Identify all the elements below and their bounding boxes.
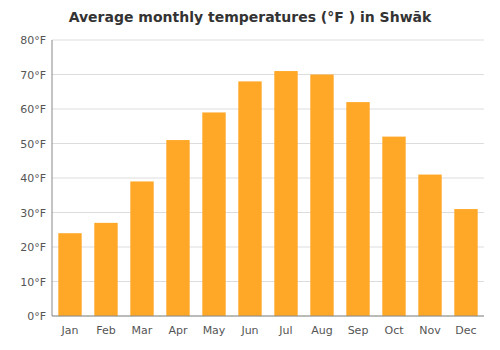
x-tick-label: Feb [96,324,115,337]
x-tick-label: Jan [61,324,79,337]
grid-line [52,143,484,144]
y-tick-label: 40°F [20,172,46,185]
y-tick-label: 0°F [27,310,46,323]
bars [58,71,477,316]
bar [130,181,153,316]
bar [454,209,477,316]
grid-line [52,74,484,75]
y-tick-label: 10°F [20,276,46,289]
bar [202,112,225,316]
grid-line [52,109,484,110]
y-tick-label: 80°F [20,34,46,47]
y-axis-line [52,40,53,316]
y-tick-label: 30°F [20,207,46,220]
x-tick-label: Apr [168,324,188,337]
x-axis-line [52,316,484,317]
y-tick-label: 20°F [20,241,46,254]
x-axis: Jan Feb Mar Apr May Jun Jul Aug Sep Oct Nov Dec [61,324,477,337]
title: Average monthly temperatures (°F ) in Sh… [69,9,432,25]
bar [274,71,297,316]
bar [310,75,333,317]
bar [382,137,405,316]
x-tick-label: Sep [348,324,369,337]
chart-container: Average monthly temperatures (°F ) in Sh… [0,0,500,350]
bar [166,140,189,316]
bar [238,81,261,316]
bar [58,233,81,316]
y-tick-label: 70°F [20,69,46,82]
grid-line [52,316,484,317]
x-tick-label: Jul [278,324,292,337]
x-tick-label: Oct [384,324,404,337]
bar [418,175,441,316]
y-tick-label: 60°F [20,103,46,116]
page: {"chart_data": {"type": "bar", "title": … [0,0,500,350]
y-axis: 0°F 10°F 20°F 30°F 40°F 50°F 60°F 70°F 80°F [20,34,46,323]
x-tick-label: Aug [311,324,332,337]
x-tick-label: May [203,324,226,337]
bar [94,223,117,316]
grid-line [52,40,484,41]
x-tick-label: Dec [455,324,476,337]
bar [346,102,369,316]
y-tick-label: 50°F [20,138,46,151]
x-tick-label: Nov [419,324,441,337]
chart: Average monthly temperatures (°F ) in Sh… [0,0,500,350]
grid [52,40,484,316]
x-tick-label: Mar [132,324,153,337]
x-tick-label: Jun [240,324,258,337]
